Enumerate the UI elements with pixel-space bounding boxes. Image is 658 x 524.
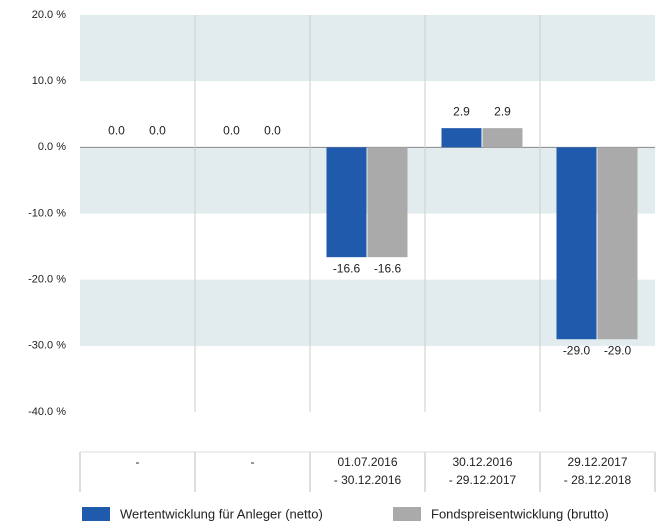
y-tick-label: 0.0 %: [38, 141, 66, 153]
data-label: 0.0: [264, 124, 281, 138]
data-label: -16.6: [374, 261, 402, 275]
x-tick-label: - 29.12.2017: [449, 473, 517, 487]
y-tick-label: -10.0 %: [28, 207, 66, 219]
y-tick-label: 10.0 %: [32, 75, 66, 87]
x-tick-label: 30.12.2016: [452, 455, 512, 469]
legend-swatch: [393, 507, 421, 521]
bar: [597, 147, 638, 340]
x-tick-label: -: [251, 455, 255, 469]
bar: [482, 128, 523, 148]
data-label: -29.0: [604, 343, 632, 357]
x-tick-label: 01.07.2016: [337, 455, 397, 469]
data-label: -29.0: [563, 343, 591, 357]
data-label: 2.9: [494, 104, 511, 118]
data-label: 0.0: [223, 124, 240, 138]
grid-band: [80, 15, 655, 82]
x-tick-label: - 30.12.2016: [334, 473, 402, 487]
data-label: -16.6: [333, 261, 361, 275]
data-label: 0.0: [108, 124, 125, 138]
y-tick-label: -40.0 %: [28, 406, 66, 418]
x-tick-label: -: [136, 455, 140, 469]
bar: [441, 128, 482, 148]
legend-label: Wertentwicklung für Anleger (netto): [120, 506, 323, 521]
x-tick-label: - 28.12.2018: [564, 473, 632, 487]
data-label: 0.0: [149, 124, 166, 138]
x-tick-label: 29.12.2017: [567, 455, 627, 469]
y-tick-label: -20.0 %: [28, 274, 66, 286]
bar: [556, 147, 597, 340]
data-label: 2.9: [453, 104, 470, 118]
bar: [367, 147, 408, 258]
y-tick-label: 20.0 %: [32, 9, 66, 21]
bar: [326, 147, 367, 258]
legend-label: Fondspreisentwicklung (brutto): [431, 506, 609, 521]
y-tick-label: -30.0 %: [28, 340, 66, 352]
legend-swatch: [82, 507, 110, 521]
